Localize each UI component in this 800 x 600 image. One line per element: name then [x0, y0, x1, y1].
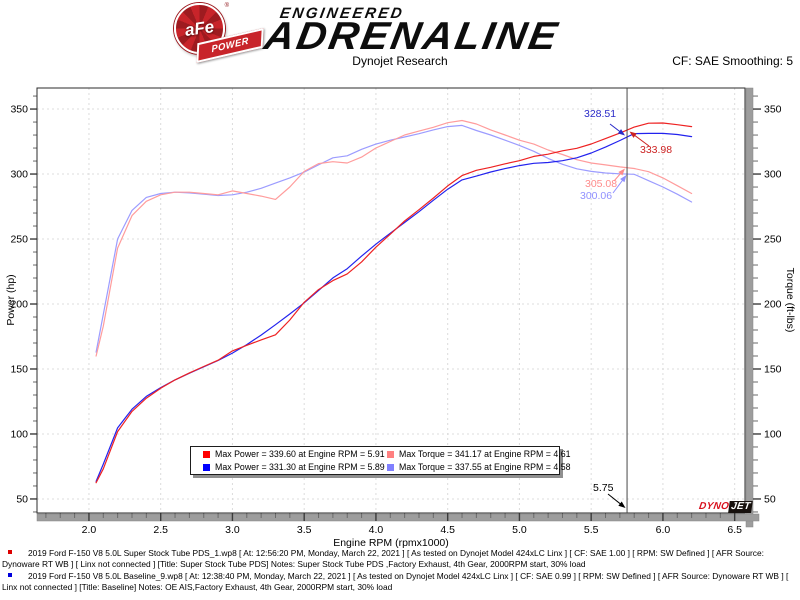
svg-text:6.5: 6.5	[727, 524, 742, 536]
svg-text:50: 50	[764, 493, 776, 505]
cursor-value-torque-superstock: 305.08	[585, 178, 618, 190]
svg-text:2.5: 2.5	[153, 524, 168, 536]
curve-2	[95, 119, 693, 357]
run-text: 2019 Ford F-150 V8 5.0L Super Stock Tube…	[2, 548, 764, 569]
run-bullet-blue	[8, 573, 12, 578]
svg-text:350: 350	[10, 104, 28, 116]
svg-text:150: 150	[10, 363, 28, 375]
svg-text:100: 100	[10, 428, 28, 440]
run-description-baseline: 2019 Ford F-150 V8 5.0L Baseline_9.wp8 […	[2, 571, 797, 592]
svg-text:5.5: 5.5	[584, 524, 599, 536]
legend-item-max-power-blue: Max Power = 331.30 at Engine RPM = 5.89	[203, 461, 387, 474]
footer: 2019 Ford F-150 V8 5.0L Super Stock Tube…	[2, 548, 797, 594]
svg-text:250: 250	[764, 234, 782, 246]
svg-text:150: 150	[764, 363, 782, 375]
legend-label: Max Torque = 337.55 at Engine RPM = 4.58	[399, 461, 571, 472]
afe-logo: aFe ® POWER ENGINEERED ADRENALINE	[170, 1, 620, 64]
registered-mark: ®	[224, 3, 229, 9]
svg-text:200: 200	[764, 299, 782, 311]
y-axis-title-right: Torque (ft-lbs)	[784, 268, 796, 333]
cursor-value-power-baseline: 328.51	[584, 108, 617, 120]
legend-item-max-torque-periwinkle: Max Torque = 337.55 at Engine RPM = 4.58	[387, 461, 571, 474]
svg-text:3.5: 3.5	[297, 524, 312, 536]
chart-title: Dynojet Research	[352, 54, 448, 68]
power-ribbon-text: POWER	[210, 35, 250, 56]
svg-text:2.0: 2.0	[82, 524, 97, 536]
svg-text:300: 300	[764, 169, 782, 181]
svg-text:6.0: 6.0	[656, 524, 671, 536]
legend-label: Max Power = 331.30 at Engine RPM = 5.89	[215, 461, 385, 472]
legend-swatch-salmon	[387, 451, 394, 458]
svg-text:4.0: 4.0	[369, 524, 384, 536]
run-text: 2019 Ford F-150 V8 5.0L Baseline_9.wp8 […	[2, 571, 789, 592]
legend-item-max-power-red: Max Power = 339.60 at Engine RPM = 5.91	[203, 448, 387, 461]
svg-text:5.0: 5.0	[512, 524, 527, 536]
legend-label: Max Torque = 341.17 at Engine RPM = 4.61	[399, 449, 571, 459]
legend-label: Max Power = 339.60 at Engine RPM = 5.91	[215, 449, 385, 459]
svg-text:200: 200	[10, 299, 28, 311]
svg-text:250: 250	[10, 234, 28, 246]
dynojet-jet-text: JET	[728, 501, 754, 513]
run-bullet-red	[8, 550, 12, 554]
run-description-superstock: 2019 Ford F-150 V8 5.0L Super Stock Tube…	[2, 548, 797, 569]
legend-swatch-periwinkle	[387, 463, 394, 471]
svg-text:100: 100	[764, 428, 782, 440]
dynojet-dyno-text: DYNO	[698, 501, 730, 512]
x-axis-title: Engine RPM (rpmx1000)	[333, 537, 449, 549]
y-axis-title-left: Power (hp)	[5, 274, 17, 325]
cursor-value-power-superstock: 333.98	[640, 144, 673, 156]
svg-text:3.0: 3.0	[225, 524, 240, 536]
svg-text:4.5: 4.5	[440, 524, 455, 536]
cursor-value-torque-baseline: 300.06	[580, 190, 613, 202]
legend-swatch-blue	[203, 463, 210, 471]
afe-badge-icon: aFe ® POWER	[174, 3, 264, 64]
svg-text:300: 300	[10, 169, 28, 181]
legend-item-max-torque-salmon: Max Torque = 341.17 at Engine RPM = 4.61	[387, 448, 571, 461]
curve-0	[95, 122, 693, 484]
svg-text:350: 350	[764, 104, 782, 116]
dynojet-watermark: DYNOJET	[698, 501, 754, 513]
svg-text:50: 50	[16, 493, 28, 505]
curve-3	[95, 124, 693, 353]
cursor-rpm-label: 5.75	[593, 482, 614, 494]
logo-adrenaline-text: ADRENALINE	[261, 14, 563, 58]
correction-smoothing-label: CF: SAE Smoothing: 5	[672, 54, 793, 68]
legend-swatch-red	[203, 451, 210, 458]
legend-box: Max Power = 339.60 at Engine RPM = 5.91 …	[190, 446, 571, 475]
